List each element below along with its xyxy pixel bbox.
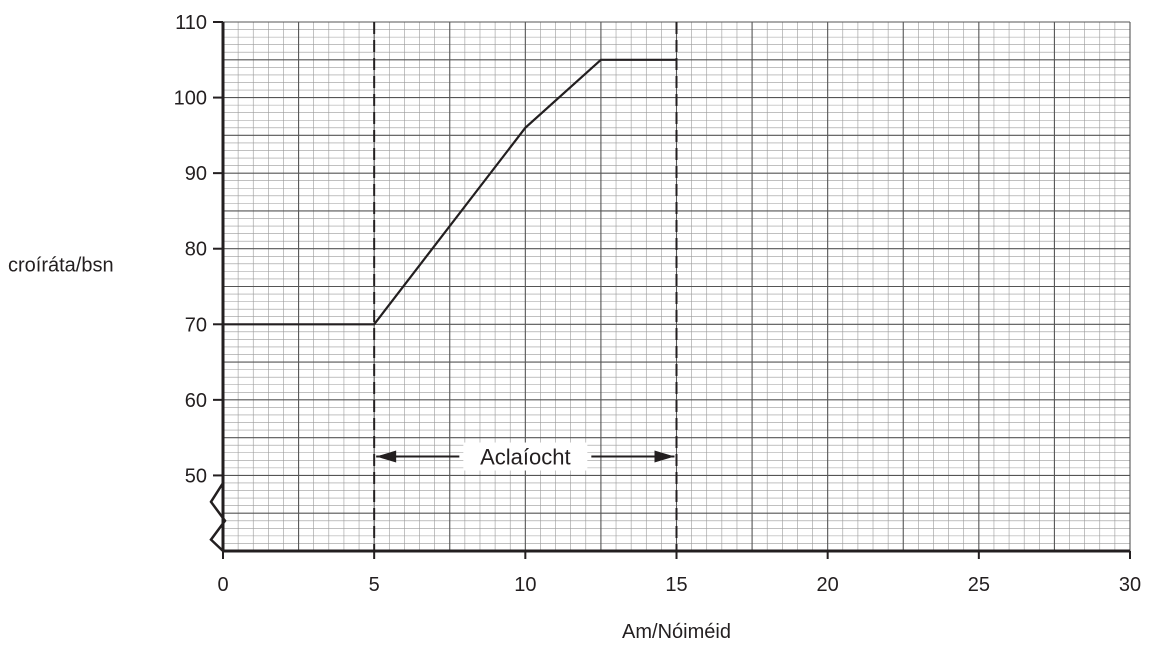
y-tick-label: 90 (185, 163, 207, 185)
axis-break-zigzag (209, 482, 227, 552)
annotation-arrowhead-right (654, 450, 675, 463)
x-tick-label: 5 (369, 574, 380, 596)
x-tick-label: 30 (1119, 574, 1141, 596)
annotation-arrowhead-left (376, 450, 397, 463)
y-axis-title: croíráta/bsn (8, 254, 114, 276)
x-tick-label: 25 (968, 574, 990, 596)
annotation-label-bg (463, 442, 588, 471)
y-tick-label: 70 (185, 314, 207, 336)
y-tick-label: 60 (185, 390, 207, 412)
x-tick-label: 15 (665, 574, 687, 596)
annotation-layer: Aclaíocht (376, 442, 675, 471)
y-tick-label: 100 (174, 88, 207, 110)
x-tick-label: 20 (817, 574, 839, 596)
tick-labels: 0 5 10 15 20 25 30 50 60 70 80 90 100 110 (174, 12, 1142, 596)
y-tick-label: 80 (185, 239, 207, 261)
y-tick-label: 50 (185, 465, 207, 487)
x-tick-label: 0 (217, 574, 228, 596)
annotation-label: Aclaíocht (480, 445, 571, 470)
exercise-markers (373, 22, 678, 551)
x-tick-label: 10 (514, 574, 536, 596)
x-axis-title: Am/Nóiméid (622, 621, 731, 643)
y-tick-label: 110 (175, 12, 207, 34)
